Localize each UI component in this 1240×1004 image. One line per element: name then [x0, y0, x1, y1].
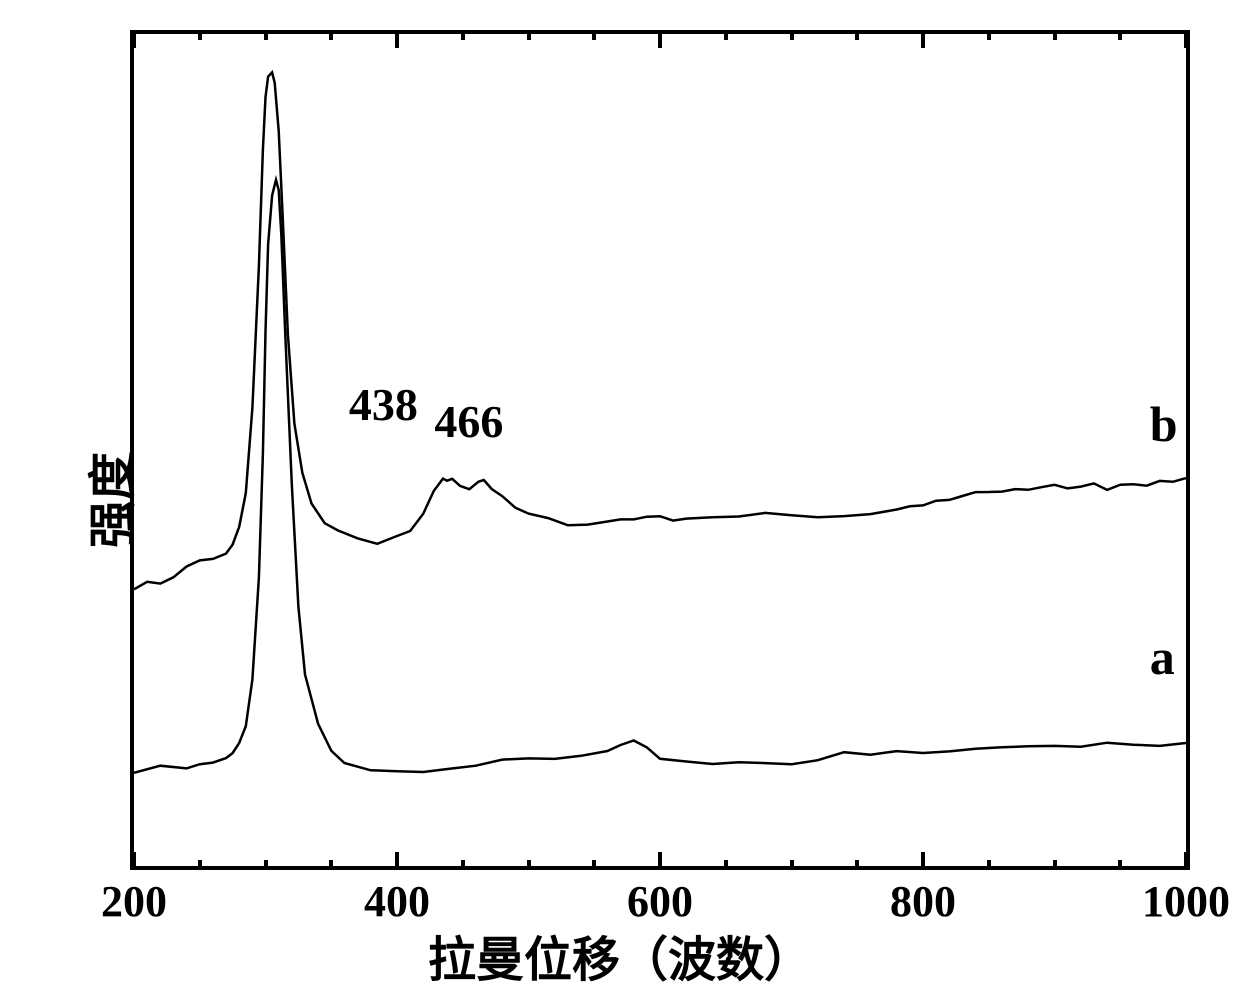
x-tick-minor — [724, 860, 728, 870]
plot-area — [130, 30, 1190, 870]
series-label-b: b — [1150, 395, 1178, 453]
x-tick-minor — [855, 860, 859, 870]
x-tick-major-top — [132, 30, 136, 48]
x-tick-minor — [527, 860, 531, 870]
x-tick-minor — [1053, 860, 1057, 870]
x-tick-minor-top — [724, 30, 728, 40]
x-tick-minor-top — [329, 30, 333, 40]
x-tick-minor-top — [198, 30, 202, 40]
x-tick-label: 1000 — [1142, 876, 1230, 927]
series-a — [134, 180, 1186, 773]
x-tick-minor-top — [855, 30, 859, 40]
series-b — [134, 72, 1186, 589]
x-tick-label: 400 — [364, 876, 430, 927]
x-tick-minor-top — [461, 30, 465, 40]
series-label-a: a — [1150, 628, 1175, 686]
x-tick-major — [658, 852, 662, 870]
raman-chart: 强度 2004006008001000 438466 ba 拉曼位移（波数） — [40, 20, 1200, 980]
x-tick-minor — [461, 860, 465, 870]
x-tick-minor-top — [790, 30, 794, 40]
x-tick-major-top — [921, 30, 925, 48]
x-tick-minor-top — [1053, 30, 1057, 40]
spectrum-svg — [134, 34, 1186, 866]
x-tick-minor — [1118, 860, 1122, 870]
x-tick-minor-top — [1118, 30, 1122, 40]
x-tick-major-top — [1184, 30, 1188, 48]
x-tick-label: 200 — [101, 876, 167, 927]
x-tick-major — [132, 852, 136, 870]
x-tick-major-top — [658, 30, 662, 48]
x-tick-minor-top — [264, 30, 268, 40]
x-tick-major — [395, 852, 399, 870]
x-tick-major-top — [395, 30, 399, 48]
x-tick-minor — [329, 860, 333, 870]
x-tick-minor — [790, 860, 794, 870]
x-tick-major — [1184, 852, 1188, 870]
x-tick-minor — [264, 860, 268, 870]
x-tick-minor — [198, 860, 202, 870]
x-tick-label: 800 — [890, 876, 956, 927]
x-tick-minor-top — [987, 30, 991, 40]
x-tick-minor — [987, 860, 991, 870]
x-tick-major — [921, 852, 925, 870]
x-tick-minor-top — [592, 30, 596, 40]
x-tick-minor — [592, 860, 596, 870]
peak-label-438: 438 — [349, 378, 418, 431]
x-tick-minor-top — [527, 30, 531, 40]
peak-label-466: 466 — [434, 395, 503, 448]
x-axis-label: 拉曼位移（波数） — [428, 920, 812, 990]
